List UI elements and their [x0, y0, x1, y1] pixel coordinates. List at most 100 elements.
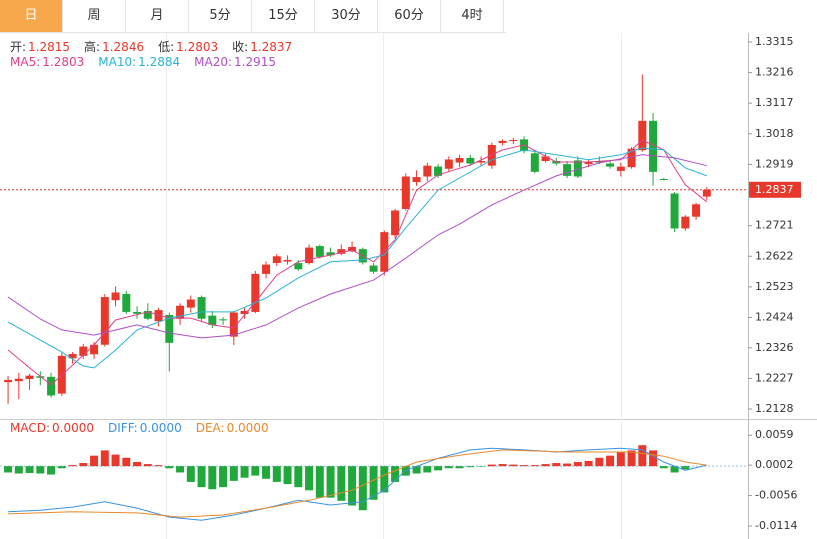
legend-name: DEA:	[195, 421, 225, 435]
ma-line	[7, 139, 708, 386]
candle-body	[369, 265, 378, 272]
candle-body	[681, 216, 690, 229]
macd-bar	[219, 466, 228, 488]
ma-header: MA5: 1.2803 MA10: 1.2884 MA20: 1.2915	[10, 55, 290, 69]
macd-bar	[552, 463, 561, 467]
candle-body	[100, 297, 109, 345]
macd-bar	[595, 457, 604, 467]
macd-header: MACD: 0.0000 DIFF: 0.0000 DEA: 0.0000	[10, 421, 283, 435]
candle-body	[283, 259, 292, 262]
macd-bar	[229, 466, 238, 481]
candle-body	[326, 252, 335, 256]
macd-line	[8, 449, 707, 518]
candle-body	[272, 256, 281, 264]
macd-bar	[294, 466, 303, 488]
legend-value: 1.2803	[42, 55, 85, 69]
macd-bar	[133, 461, 142, 467]
tab[interactable]: 30分	[315, 0, 378, 32]
macd-bar	[659, 466, 668, 469]
ohlc-label: 收:	[232, 40, 249, 54]
macd-bar	[14, 466, 23, 474]
macd-bar	[616, 452, 625, 467]
macd-bar	[111, 454, 120, 467]
legend-name: MA5:	[10, 55, 41, 69]
candle-body	[36, 376, 45, 378]
ohlc-value: 1.2837	[250, 40, 293, 54]
y-tick-label: 1.3216	[755, 66, 794, 79]
candle-body	[509, 139, 518, 141]
ohlc-label: 高:	[84, 40, 101, 54]
legend-name: DIFF:	[108, 421, 138, 435]
candle-body	[208, 315, 217, 325]
tab[interactable]: 日	[0, 0, 63, 32]
candle-body	[47, 376, 56, 396]
ohlc-value: 1.2815	[28, 40, 71, 54]
macd-bar	[165, 466, 174, 469]
y-tick-label: 1.3018	[755, 127, 794, 140]
macd-bar	[251, 466, 260, 476]
candle-body	[412, 177, 421, 183]
candle-body	[627, 148, 636, 168]
candle-body	[90, 344, 99, 355]
candle-body	[595, 161, 604, 163]
candle-body	[670, 193, 679, 229]
macd-bar	[412, 466, 421, 474]
macd-bar	[466, 466, 475, 468]
candle-body	[606, 163, 615, 167]
macd-line	[8, 447, 707, 521]
y-tick-label: 1.2919	[755, 157, 794, 170]
candle-body	[616, 166, 625, 171]
candle-body	[391, 210, 400, 236]
candle-body	[380, 232, 389, 272]
candle-body	[68, 353, 77, 359]
tab[interactable]: 5分	[189, 0, 252, 32]
candle-body	[25, 375, 34, 380]
tab[interactable]: 周	[63, 0, 126, 32]
candle-body	[143, 311, 152, 319]
candle-body	[477, 161, 486, 163]
macd-bar	[477, 466, 486, 467]
candle-body	[186, 299, 195, 308]
macd-bar	[283, 466, 292, 485]
macd-bar	[681, 466, 690, 470]
tab[interactable]: 15分	[252, 0, 315, 32]
legend-value: 1.2915	[234, 55, 276, 69]
macd-bar	[563, 463, 572, 467]
candle-body	[14, 378, 23, 382]
candle-body	[692, 204, 701, 217]
candle-body	[315, 246, 324, 257]
last-price-box	[749, 181, 801, 198]
y-tick-label: 1.3117	[755, 96, 794, 109]
candle-body	[455, 157, 464, 163]
macd-bar	[627, 450, 636, 467]
candle-body	[584, 161, 593, 165]
candle-body	[122, 293, 131, 312]
macd-bar	[90, 455, 99, 467]
candle-body	[649, 120, 658, 172]
tab[interactable]: 月	[126, 0, 189, 32]
macd-bar	[573, 461, 582, 467]
y-tick-label: -0.0056	[755, 489, 797, 502]
tab[interactable]: 4时	[441, 0, 504, 32]
macd-bar	[434, 466, 443, 471]
ohlc-value: 1.2846	[102, 40, 145, 54]
macd-bar	[262, 466, 271, 479]
legend-value: 0.0000	[52, 421, 95, 435]
y-tick-label: -0.0114	[755, 519, 797, 532]
y-tick-label: 0.0059	[755, 428, 794, 441]
candle-body	[176, 305, 185, 319]
candle-body	[294, 263, 303, 270]
macd-bar	[122, 457, 131, 467]
macd-bar	[315, 466, 324, 498]
candle-body	[262, 264, 271, 274]
last-price-label: 1.2837	[755, 183, 794, 196]
legend-name: MA20:	[194, 55, 232, 69]
macd-bar	[423, 466, 432, 473]
macd-bar	[57, 466, 66, 469]
tab[interactable]: 60分	[378, 0, 441, 32]
y-tick-label: 1.3315	[755, 35, 794, 48]
legend-value: 0.0000	[226, 421, 269, 435]
candle-body	[133, 311, 142, 314]
candle-body	[434, 166, 443, 176]
